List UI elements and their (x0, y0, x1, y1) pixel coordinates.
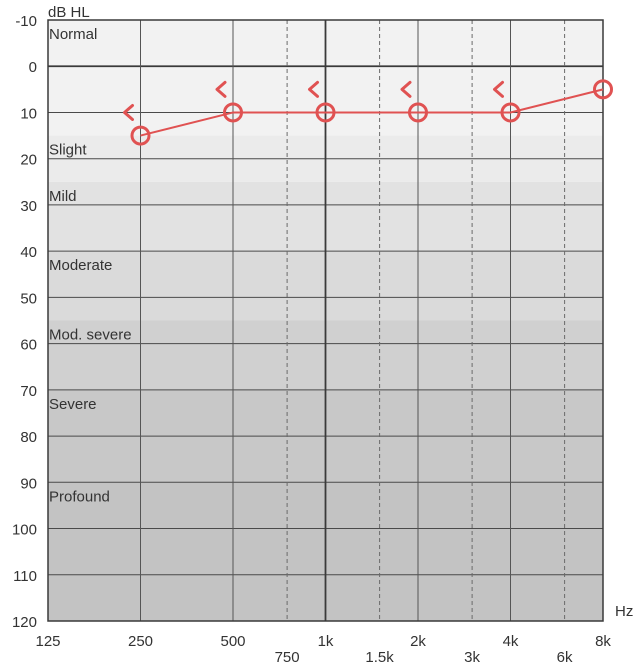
y-tick-label: 90 (20, 475, 37, 492)
y-tick-label: 10 (20, 105, 37, 122)
y-tick-label: 80 (20, 429, 37, 446)
x-minor-tick-label: 1.5k (365, 649, 394, 664)
band-label-slight: Slight (49, 142, 87, 159)
x-tick-label: 4k (503, 633, 519, 650)
x-minor-tick-label: 3k (464, 649, 480, 664)
y-tick-label: 40 (20, 244, 37, 261)
y-tick-label: 120 (12, 614, 37, 631)
x-tick-label: 8k (595, 633, 611, 650)
x-tick-label: 250 (128, 633, 153, 650)
x-axis-title: Hz (615, 603, 633, 620)
y-tick-label: 110 (13, 568, 37, 585)
x-tick-label: 1k (318, 633, 334, 650)
y-tick-label: 60 (20, 337, 37, 354)
band-label-mod-severe: Mod. severe (49, 327, 132, 344)
y-axis-title: dB HL (48, 4, 90, 21)
y-tick-label: 30 (20, 198, 37, 215)
y-tick-label: 0 (29, 59, 37, 76)
band-label-normal: Normal (49, 26, 97, 43)
y-tick-label: -10 (15, 13, 37, 30)
band-label-mild: Mild (49, 188, 77, 205)
band-label-moderate: Moderate (49, 257, 112, 274)
x-tick-label: 500 (220, 633, 245, 650)
y-tick-label: 100 (12, 522, 37, 539)
x-minor-tick-label: 6k (557, 649, 573, 664)
x-tick-label: 125 (35, 633, 60, 650)
band-label-profound: Profound (49, 488, 110, 505)
y-tick-label: 50 (20, 290, 37, 307)
x-minor-tick-label: 750 (275, 649, 300, 664)
y-tick-label: 70 (20, 383, 37, 400)
x-tick-label: 2k (410, 633, 426, 650)
y-tick-label: 20 (20, 152, 37, 169)
band-label-severe: Severe (49, 396, 97, 413)
